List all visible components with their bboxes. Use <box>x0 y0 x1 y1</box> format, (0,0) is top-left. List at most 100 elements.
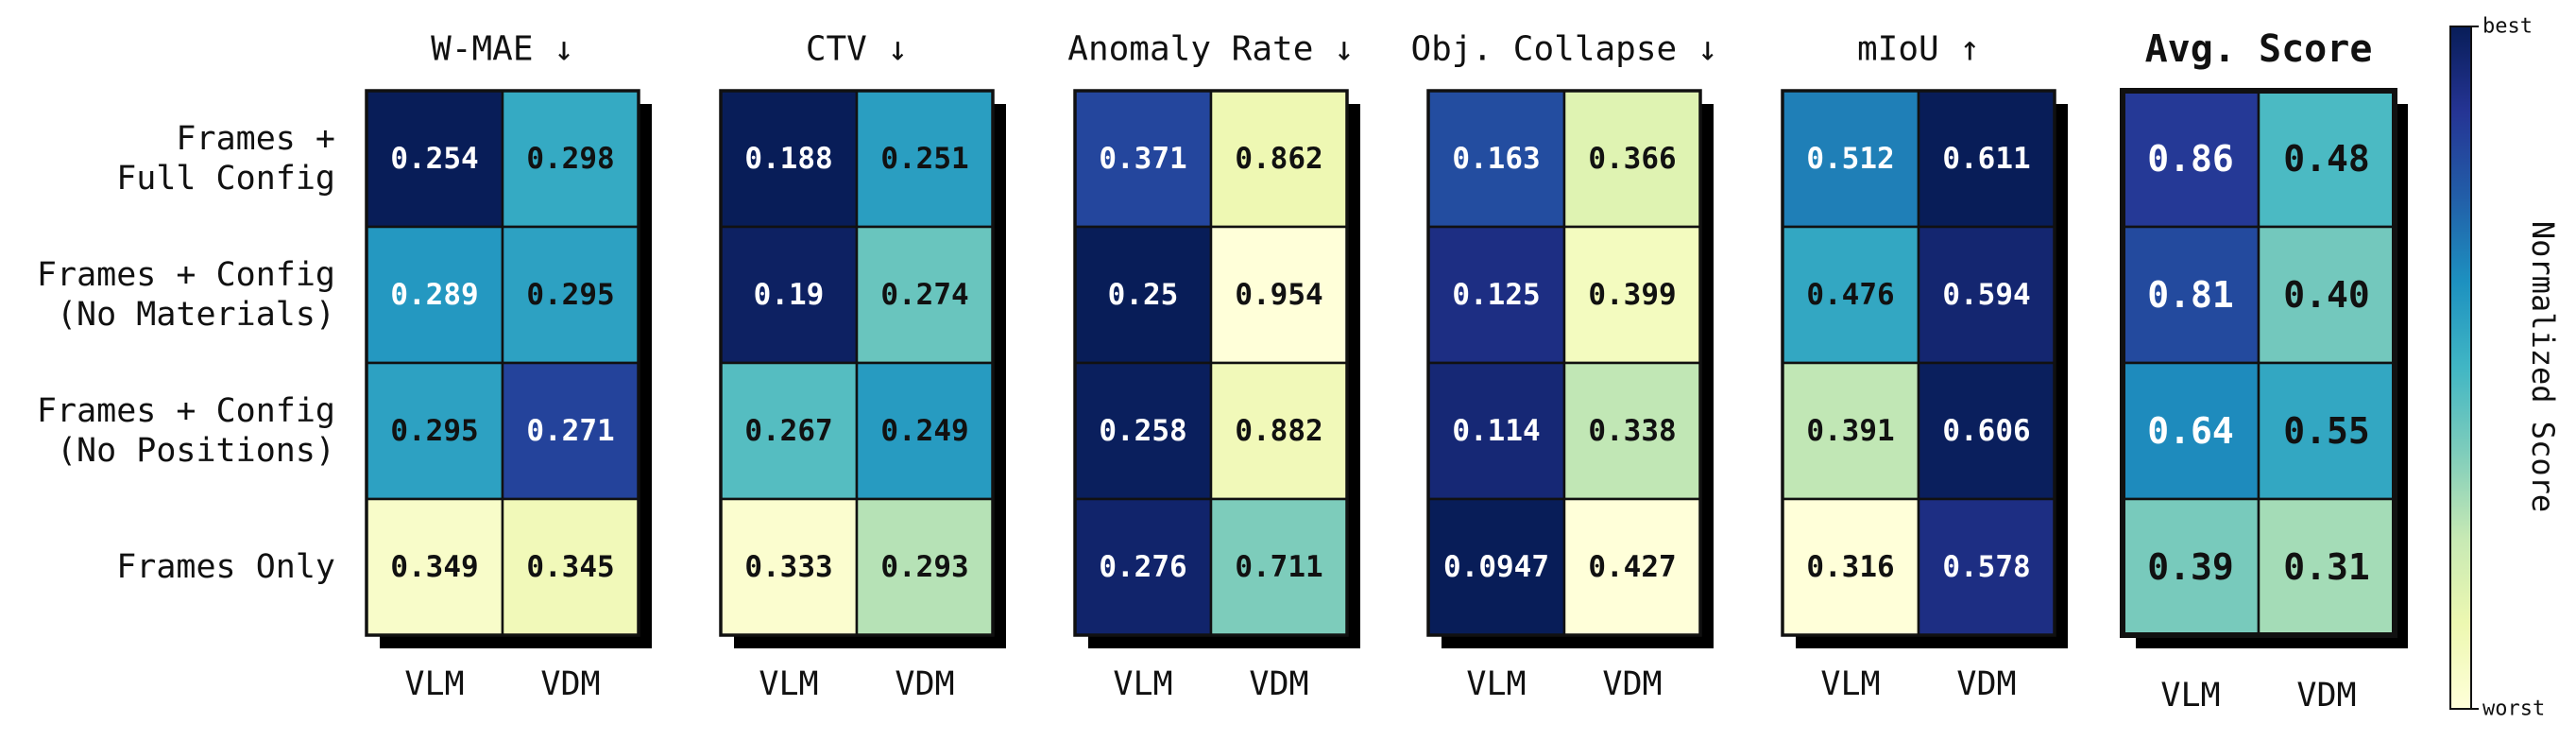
heatmap-cell <box>719 497 859 637</box>
cell-value-label: 0.298 <box>526 142 614 176</box>
cell-value-label: 0.271 <box>526 414 614 448</box>
heatmap-cell <box>719 361 859 501</box>
panel-title: Obj. Collapse ↓ <box>1410 30 1717 69</box>
heatmap-cell <box>1781 361 1920 501</box>
cell-value-label: 0.371 <box>1099 142 1186 176</box>
cell-value-label: 0.333 <box>744 550 832 584</box>
cell-value-label: 0.349 <box>390 550 478 584</box>
colorbar <box>2449 26 2472 710</box>
column-label: VLM <box>1113 665 1172 703</box>
panel-title: CTV ↓ <box>806 30 908 69</box>
cell-value-label: 0.114 <box>1452 414 1540 448</box>
column-label: VDM <box>2296 677 2356 715</box>
heatmap-cell <box>719 225 859 365</box>
panel-border <box>1426 89 1702 637</box>
colorbar-bottom-label: worst <box>2482 698 2545 721</box>
heatmap-cell <box>855 225 995 365</box>
panel-border <box>719 89 995 637</box>
cell-value-label: 0.0947 <box>1443 550 1549 584</box>
cell-value-label: 0.606 <box>1942 414 2030 448</box>
heatmap-cell <box>1209 225 1349 365</box>
cell-value-label: 0.882 <box>1235 414 1322 448</box>
column-label: VDM <box>540 665 600 703</box>
heatmap-cell <box>1562 89 1702 229</box>
cell-value-label: 0.267 <box>744 414 832 448</box>
cell-value-label: 0.251 <box>880 142 968 176</box>
row-label: Full Config <box>116 160 335 198</box>
cell-value-label: 0.427 <box>1588 550 1676 584</box>
heatmap-cell <box>365 89 504 229</box>
heatmap-cell <box>1781 497 1920 637</box>
cell-value-label: 0.25 <box>1108 278 1179 312</box>
heatmap-cell <box>1426 225 1566 365</box>
column-label: VLM <box>759 665 818 703</box>
cell-value-label: 0.293 <box>880 550 968 584</box>
cell-value-label: 0.188 <box>744 142 832 176</box>
heatmap-cell <box>2257 361 2397 501</box>
cell-value-label: 0.125 <box>1452 278 1540 312</box>
cell-value-label: 0.81 <box>2147 274 2234 316</box>
heatmap-cell <box>2121 89 2260 229</box>
heatmap-cell <box>1917 497 2056 637</box>
cell-value-label: 0.48 <box>2283 138 2370 180</box>
cell-value-label: 0.39 <box>2147 546 2234 588</box>
cell-value-label: 0.258 <box>1099 414 1186 448</box>
cell-value-label: 0.578 <box>1942 550 2030 584</box>
column-label: VDM <box>1249 665 1308 703</box>
heatmap-cell <box>2257 89 2397 229</box>
cell-value-label: 0.55 <box>2283 410 2370 452</box>
heatmap-cell <box>855 361 995 501</box>
cell-value-label: 0.338 <box>1588 414 1676 448</box>
cell-value-label: 0.316 <box>1806 550 1894 584</box>
heatmap-cell <box>1562 497 1702 637</box>
cell-value-label: 0.254 <box>390 142 478 176</box>
cell-value-label: 0.163 <box>1452 142 1540 176</box>
column-label: VLM <box>1466 665 1526 703</box>
panel-border <box>1781 89 2056 637</box>
heatmap-cell <box>501 497 640 637</box>
cell-value-label: 0.31 <box>2283 546 2370 588</box>
column-label: VLM <box>404 665 464 703</box>
heatmap-cell <box>1209 361 1349 501</box>
cell-value-label: 0.276 <box>1099 550 1186 584</box>
cell-value-label: 0.64 <box>2147 410 2234 452</box>
panel-title: W-MAE ↓ <box>431 30 574 69</box>
cell-value-label: 0.711 <box>1235 550 1322 584</box>
panel-border <box>365 89 640 637</box>
row-label: Frames + Config <box>37 392 335 430</box>
cell-value-label: 0.295 <box>390 414 478 448</box>
cell-value-label: 0.954 <box>1235 278 1322 312</box>
heatmap-cell <box>1209 497 1349 637</box>
cell-value-label: 0.19 <box>754 278 825 312</box>
cell-value-label: 0.862 <box>1235 142 1322 176</box>
heatmap-cell <box>2257 225 2397 365</box>
cell-value-label: 0.366 <box>1588 142 1676 176</box>
heatmap-cell <box>1917 89 2056 229</box>
row-label: Frames + Config <box>37 256 335 294</box>
cell-value-label: 0.249 <box>880 414 968 448</box>
heatmap-cell <box>1073 361 1213 501</box>
heatmap-cell <box>1562 225 1702 365</box>
cell-value-label: 0.476 <box>1806 278 1894 312</box>
cell-value-label: 0.399 <box>1588 278 1676 312</box>
colorbar-title: Normalized Score <box>2525 221 2561 512</box>
colorbar-top-label: best <box>2482 15 2533 39</box>
panel-title: Anomaly Rate ↓ <box>1067 30 1354 69</box>
cell-value-label: 0.611 <box>1942 142 2030 176</box>
panel-border <box>1073 89 1349 637</box>
cell-value-label: 0.289 <box>390 278 478 312</box>
heatmap-cell <box>365 225 504 365</box>
column-label: VDM <box>1956 665 2016 703</box>
heatmap-cell <box>855 497 995 637</box>
panel-title: mIoU ↑ <box>1857 30 1980 69</box>
row-label: (No Positions) <box>57 432 335 470</box>
cell-value-label: 0.40 <box>2283 274 2370 316</box>
heatmap-cell <box>2121 361 2260 501</box>
column-label: VLM <box>1820 665 1880 703</box>
cell-value-label: 0.512 <box>1806 142 1894 176</box>
cell-value-label: 0.391 <box>1806 414 1894 448</box>
cell-value-label: 0.274 <box>880 278 968 312</box>
row-label: Frames Only <box>116 548 335 586</box>
row-label: (No Materials) <box>57 296 335 334</box>
